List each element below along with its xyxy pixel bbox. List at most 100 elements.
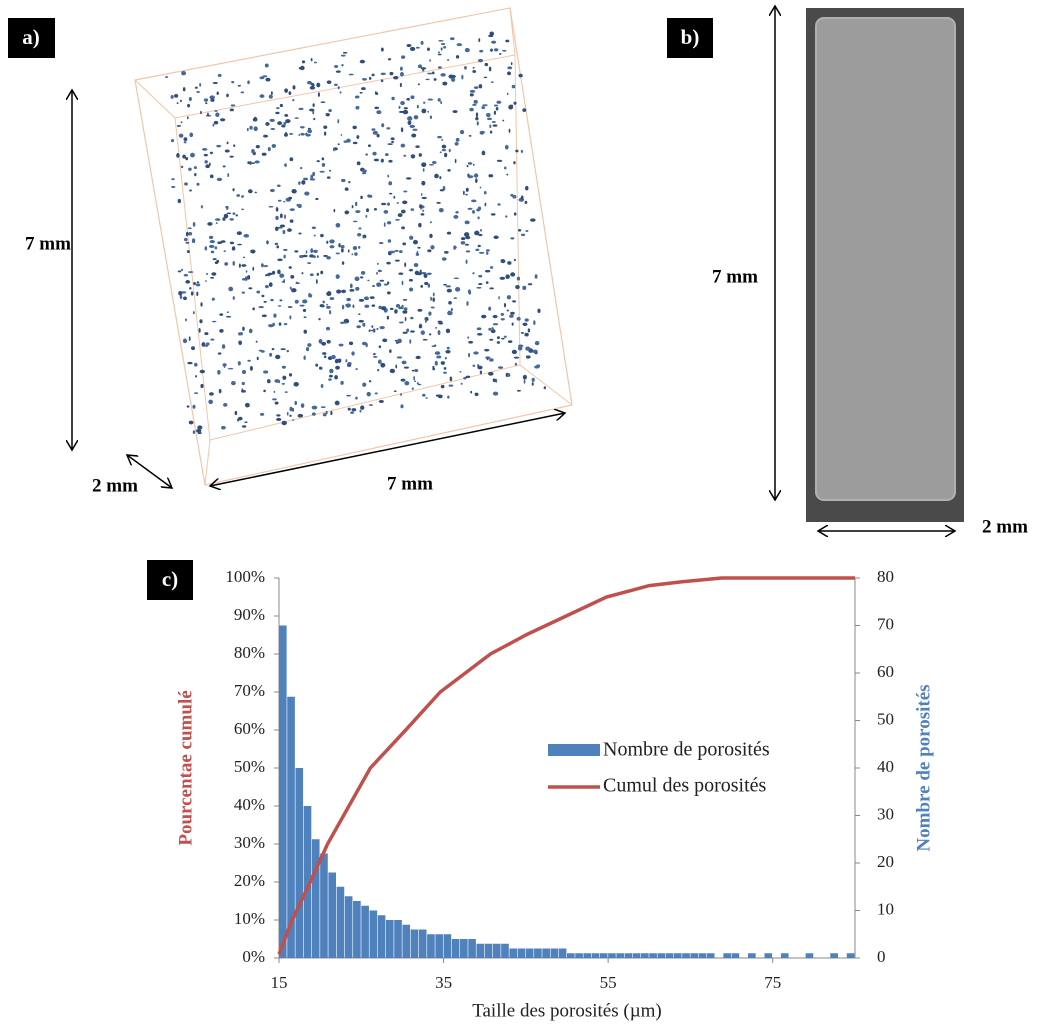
pore bbox=[200, 302, 203, 307]
pore bbox=[222, 217, 226, 221]
pore bbox=[198, 328, 201, 333]
pore bbox=[263, 134, 269, 138]
pore bbox=[358, 298, 365, 302]
pore bbox=[286, 349, 290, 353]
pore bbox=[421, 180, 426, 186]
pore bbox=[212, 258, 217, 261]
pore bbox=[465, 375, 471, 379]
pore bbox=[503, 335, 507, 338]
pore bbox=[340, 380, 344, 385]
pore bbox=[214, 218, 221, 221]
bar bbox=[353, 901, 361, 958]
volume-edge bbox=[509, 7, 516, 56]
pore bbox=[313, 249, 318, 254]
pore bbox=[341, 178, 346, 183]
pore bbox=[418, 324, 423, 329]
pore bbox=[297, 203, 302, 209]
pore bbox=[329, 239, 335, 244]
pore bbox=[481, 106, 486, 110]
pore bbox=[407, 120, 412, 125]
pore bbox=[197, 425, 203, 430]
pore bbox=[377, 262, 379, 265]
pore bbox=[400, 71, 404, 77]
pore bbox=[446, 288, 452, 293]
pore bbox=[391, 140, 394, 144]
pore bbox=[189, 189, 192, 192]
pore bbox=[349, 288, 355, 292]
pore bbox=[367, 144, 371, 148]
pore bbox=[380, 202, 387, 206]
pore bbox=[389, 250, 395, 254]
pore bbox=[376, 327, 379, 331]
pore bbox=[232, 188, 235, 192]
pore bbox=[465, 193, 468, 196]
pore bbox=[412, 239, 419, 245]
pore bbox=[448, 300, 452, 305]
pore bbox=[371, 73, 375, 77]
pore bbox=[303, 177, 309, 181]
pore bbox=[402, 200, 408, 205]
pore bbox=[439, 176, 442, 180]
pore bbox=[387, 239, 392, 243]
pore bbox=[479, 49, 484, 53]
dimension-label: 7 mm bbox=[387, 473, 433, 494]
pore bbox=[372, 151, 377, 156]
pore bbox=[326, 256, 331, 260]
pore bbox=[232, 212, 236, 215]
pore bbox=[295, 281, 298, 284]
bar bbox=[460, 939, 468, 958]
pore bbox=[348, 341, 354, 346]
pore bbox=[223, 402, 228, 407]
pore bbox=[205, 164, 210, 169]
pore bbox=[188, 96, 192, 102]
x-tick-label: 35 bbox=[435, 973, 452, 992]
pore bbox=[365, 153, 368, 156]
pore bbox=[421, 162, 427, 168]
pore bbox=[378, 305, 382, 310]
pore bbox=[227, 367, 234, 370]
pore bbox=[404, 262, 407, 268]
pore bbox=[165, 76, 169, 78]
pore bbox=[459, 371, 462, 373]
pore bbox=[409, 46, 416, 52]
pore bbox=[205, 280, 207, 282]
pore bbox=[321, 163, 326, 167]
pore bbox=[389, 349, 392, 354]
pore bbox=[283, 200, 286, 203]
pore bbox=[263, 370, 269, 374]
pore bbox=[444, 356, 447, 360]
pore bbox=[323, 254, 328, 257]
pore bbox=[180, 121, 183, 124]
pore bbox=[481, 314, 487, 319]
pore bbox=[486, 117, 492, 121]
pore bbox=[507, 274, 510, 279]
pore bbox=[445, 349, 451, 354]
pore bbox=[417, 64, 423, 69]
pore bbox=[214, 110, 218, 112]
pore bbox=[247, 275, 251, 280]
pore bbox=[426, 272, 432, 275]
pore bbox=[387, 281, 390, 285]
bar bbox=[649, 953, 657, 958]
pore bbox=[377, 359, 382, 364]
pore bbox=[467, 162, 473, 165]
pore bbox=[402, 310, 408, 314]
pore bbox=[222, 363, 227, 367]
pore bbox=[367, 194, 373, 198]
pore bbox=[312, 255, 316, 259]
pore bbox=[427, 72, 433, 75]
pore bbox=[513, 258, 517, 262]
pore bbox=[299, 304, 305, 307]
pore bbox=[498, 52, 502, 56]
pore bbox=[335, 365, 340, 370]
pore bbox=[286, 228, 292, 232]
bar bbox=[501, 943, 509, 958]
pore bbox=[229, 241, 235, 245]
pore bbox=[335, 70, 341, 73]
pore bbox=[312, 171, 316, 177]
bar bbox=[846, 953, 855, 958]
pore bbox=[290, 275, 295, 279]
pore bbox=[340, 134, 343, 136]
pore bbox=[374, 106, 380, 110]
